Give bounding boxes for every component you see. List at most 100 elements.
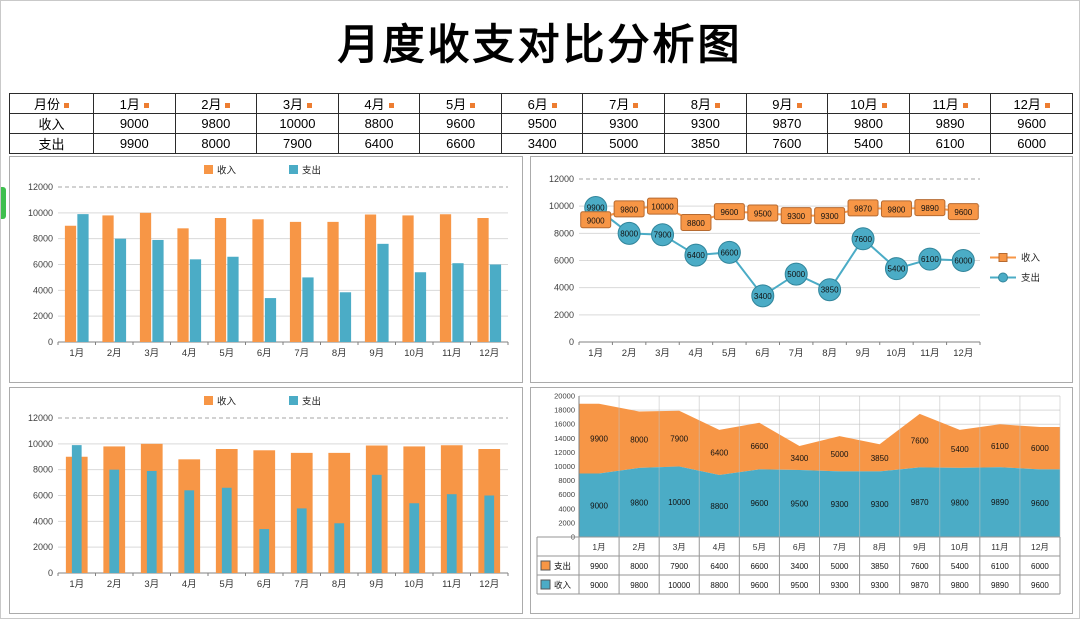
svg-text:8月: 8月 — [332, 348, 347, 359]
svg-text:7900: 7900 — [670, 435, 688, 444]
month-header-cell[interactable]: 8月 — [664, 93, 747, 114]
svg-text:0: 0 — [569, 337, 574, 347]
comment-marker-icon — [388, 103, 394, 109]
svg-text:10000: 10000 — [28, 439, 53, 449]
legend-key-支出 — [540, 560, 551, 571]
month-header-cell[interactable]: 9月 — [745, 93, 829, 114]
month-header-cell[interactable]: 12月 — [990, 93, 1073, 114]
svg-text:9月: 9月 — [369, 579, 384, 590]
svg-text:9870: 9870 — [911, 581, 929, 590]
income-value-cell[interactable]: 9600 — [419, 113, 502, 134]
svg-text:4月: 4月 — [713, 542, 726, 552]
svg-text:5月: 5月 — [753, 542, 766, 552]
svg-text:支出: 支出 — [302, 165, 321, 177]
svg-text:9600: 9600 — [1031, 581, 1049, 590]
svg-text:9500: 9500 — [791, 500, 809, 509]
svg-text:0: 0 — [48, 337, 53, 347]
comment-marker-icon — [470, 103, 476, 109]
svg-text:9800: 9800 — [951, 581, 969, 590]
income-expense-line-chart[interactable]: 0 2000 4000 6000 8000 10000 12000 1月 2月 3月 4月 5月 6月 7… — [530, 156, 1073, 383]
svg-text:4000: 4000 — [33, 516, 53, 526]
month-header-cell[interactable]: 10月 — [827, 93, 910, 114]
svg-text:3400: 3400 — [791, 454, 809, 463]
svg-text:7600: 7600 — [911, 437, 929, 446]
svg-text:支出: 支出 — [554, 561, 571, 571]
income-value-cell[interactable]: 9800 — [174, 113, 258, 134]
svg-text:9900: 9900 — [587, 204, 605, 213]
expense-value-cell[interactable]: 6100 — [908, 133, 992, 154]
table-row-month: 月份 1月 2月 3月 4月 5月 6月 7月 8月 9月 10月 11月 12月 — [9, 93, 1073, 114]
svg-text:3850: 3850 — [871, 454, 889, 463]
svg-text:7月: 7月 — [294, 579, 309, 590]
expense-value-cell[interactable]: 5400 — [827, 133, 910, 154]
expense-value-cell[interactable]: 7900 — [256, 133, 339, 154]
income-value-cell[interactable]: 9800 — [827, 113, 910, 134]
svg-text:7900: 7900 — [670, 562, 688, 571]
expense-value-cell[interactable]: 8000 — [174, 133, 258, 154]
month-header-cell[interactable]: 1月 — [93, 93, 176, 114]
svg-text:9300: 9300 — [831, 581, 849, 590]
chart-canvas: 0 2000 4000 6000 8000 10000 12000 1月 2月 3月 4月 5月 6月 7… — [549, 174, 1041, 359]
svg-text:1月: 1月 — [69, 348, 84, 359]
svg-text:8000: 8000 — [630, 562, 648, 571]
month-header-cell[interactable]: 3月 — [256, 93, 339, 114]
income-value-cell[interactable]: 10000 — [256, 113, 339, 134]
svg-text:8000: 8000 — [554, 228, 574, 238]
chart-canvas: 0 2000 4000 6000 8000 10000 12000 1月 2月 3月 4月 5月 6月 7… — [28, 396, 509, 590]
month-header-cell[interactable]: 4月 — [337, 93, 421, 114]
svg-text:10000: 10000 — [28, 208, 53, 218]
svg-text:8月: 8月 — [332, 579, 347, 590]
svg-text:18000: 18000 — [554, 406, 575, 415]
expense-value-cell[interactable]: 6400 — [337, 133, 421, 154]
svg-text:9870: 9870 — [854, 204, 872, 213]
svg-text:3400: 3400 — [754, 292, 772, 301]
svg-text:7月: 7月 — [294, 348, 309, 359]
svg-text:4月: 4月 — [182, 348, 197, 359]
svg-text:8800: 8800 — [710, 581, 728, 590]
row-label-month[interactable]: 月份 — [9, 93, 94, 114]
expense-value-cell[interactable]: 9900 — [93, 133, 176, 154]
legend-key-收入 — [204, 396, 213, 405]
row-label-expense[interactable]: 支出 — [9, 133, 94, 154]
svg-text:9800: 9800 — [888, 205, 906, 214]
month-header-cell[interactable]: 5月 — [419, 93, 502, 114]
svg-text:10000: 10000 — [651, 203, 674, 212]
expense-value-cell[interactable]: 5000 — [582, 133, 666, 154]
svg-text:16000: 16000 — [554, 420, 575, 429]
svg-text:5400: 5400 — [888, 265, 906, 274]
income-value-cell[interactable]: 9600 — [990, 113, 1073, 134]
income-value-cell[interactable]: 9870 — [745, 113, 829, 134]
expense-value-cell[interactable]: 7600 — [745, 133, 829, 154]
svg-text:9890: 9890 — [991, 581, 1009, 590]
month-header-cell[interactable]: 6月 — [500, 93, 584, 114]
income-expense-grouped-bar-chart[interactable]: 0 2000 4000 6000 8000 10000 12000 1月 2月 3月 4月 5月 6月 7… — [9, 156, 523, 383]
comment-marker-icon — [714, 103, 720, 109]
expense-value-cell[interactable]: 3850 — [664, 133, 747, 154]
income-value-cell[interactable]: 9300 — [664, 113, 747, 134]
svg-text:3400: 3400 — [791, 562, 809, 571]
income-value-cell[interactable]: 9500 — [500, 113, 584, 134]
month-header-cell[interactable]: 2月 — [174, 93, 258, 114]
income-value-cell[interactable]: 9000 — [93, 113, 176, 134]
svg-text:12月: 12月 — [1031, 542, 1049, 552]
page-title: 月度收支对比分析图 — [337, 23, 743, 69]
expense-value-cell[interactable]: 3400 — [500, 133, 584, 154]
income-value-cell[interactable]: 9890 — [908, 113, 992, 134]
income-value-cell[interactable]: 8800 — [337, 113, 421, 134]
svg-text:9600: 9600 — [1031, 499, 1049, 508]
month-header-cell[interactable]: 11月 — [908, 93, 992, 114]
svg-text:10月: 10月 — [404, 348, 424, 359]
expense-value-cell[interactable]: 6000 — [990, 133, 1073, 154]
income-expense-stacked-area-chart[interactable]: 0 2000 4000 6000 8000 10000 12000 14000 16000 180… — [530, 387, 1073, 614]
svg-text:6400: 6400 — [687, 251, 705, 260]
income-value-cell[interactable]: 9300 — [582, 113, 666, 134]
expense-value-cell[interactable]: 6600 — [419, 133, 502, 154]
svg-text:9000: 9000 — [590, 581, 608, 590]
svg-text:6000: 6000 — [954, 257, 972, 266]
month-header-cell[interactable]: 7月 — [582, 93, 666, 114]
svg-text:10000: 10000 — [554, 462, 575, 471]
income-expense-overlap-bar-chart[interactable]: 0 2000 4000 6000 8000 10000 12000 1月 2月 3月 4月 5月 6月 7… — [9, 387, 523, 614]
svg-text:7600: 7600 — [854, 235, 872, 244]
svg-text:2000: 2000 — [33, 542, 53, 552]
row-label-income[interactable]: 收入 — [9, 113, 94, 134]
